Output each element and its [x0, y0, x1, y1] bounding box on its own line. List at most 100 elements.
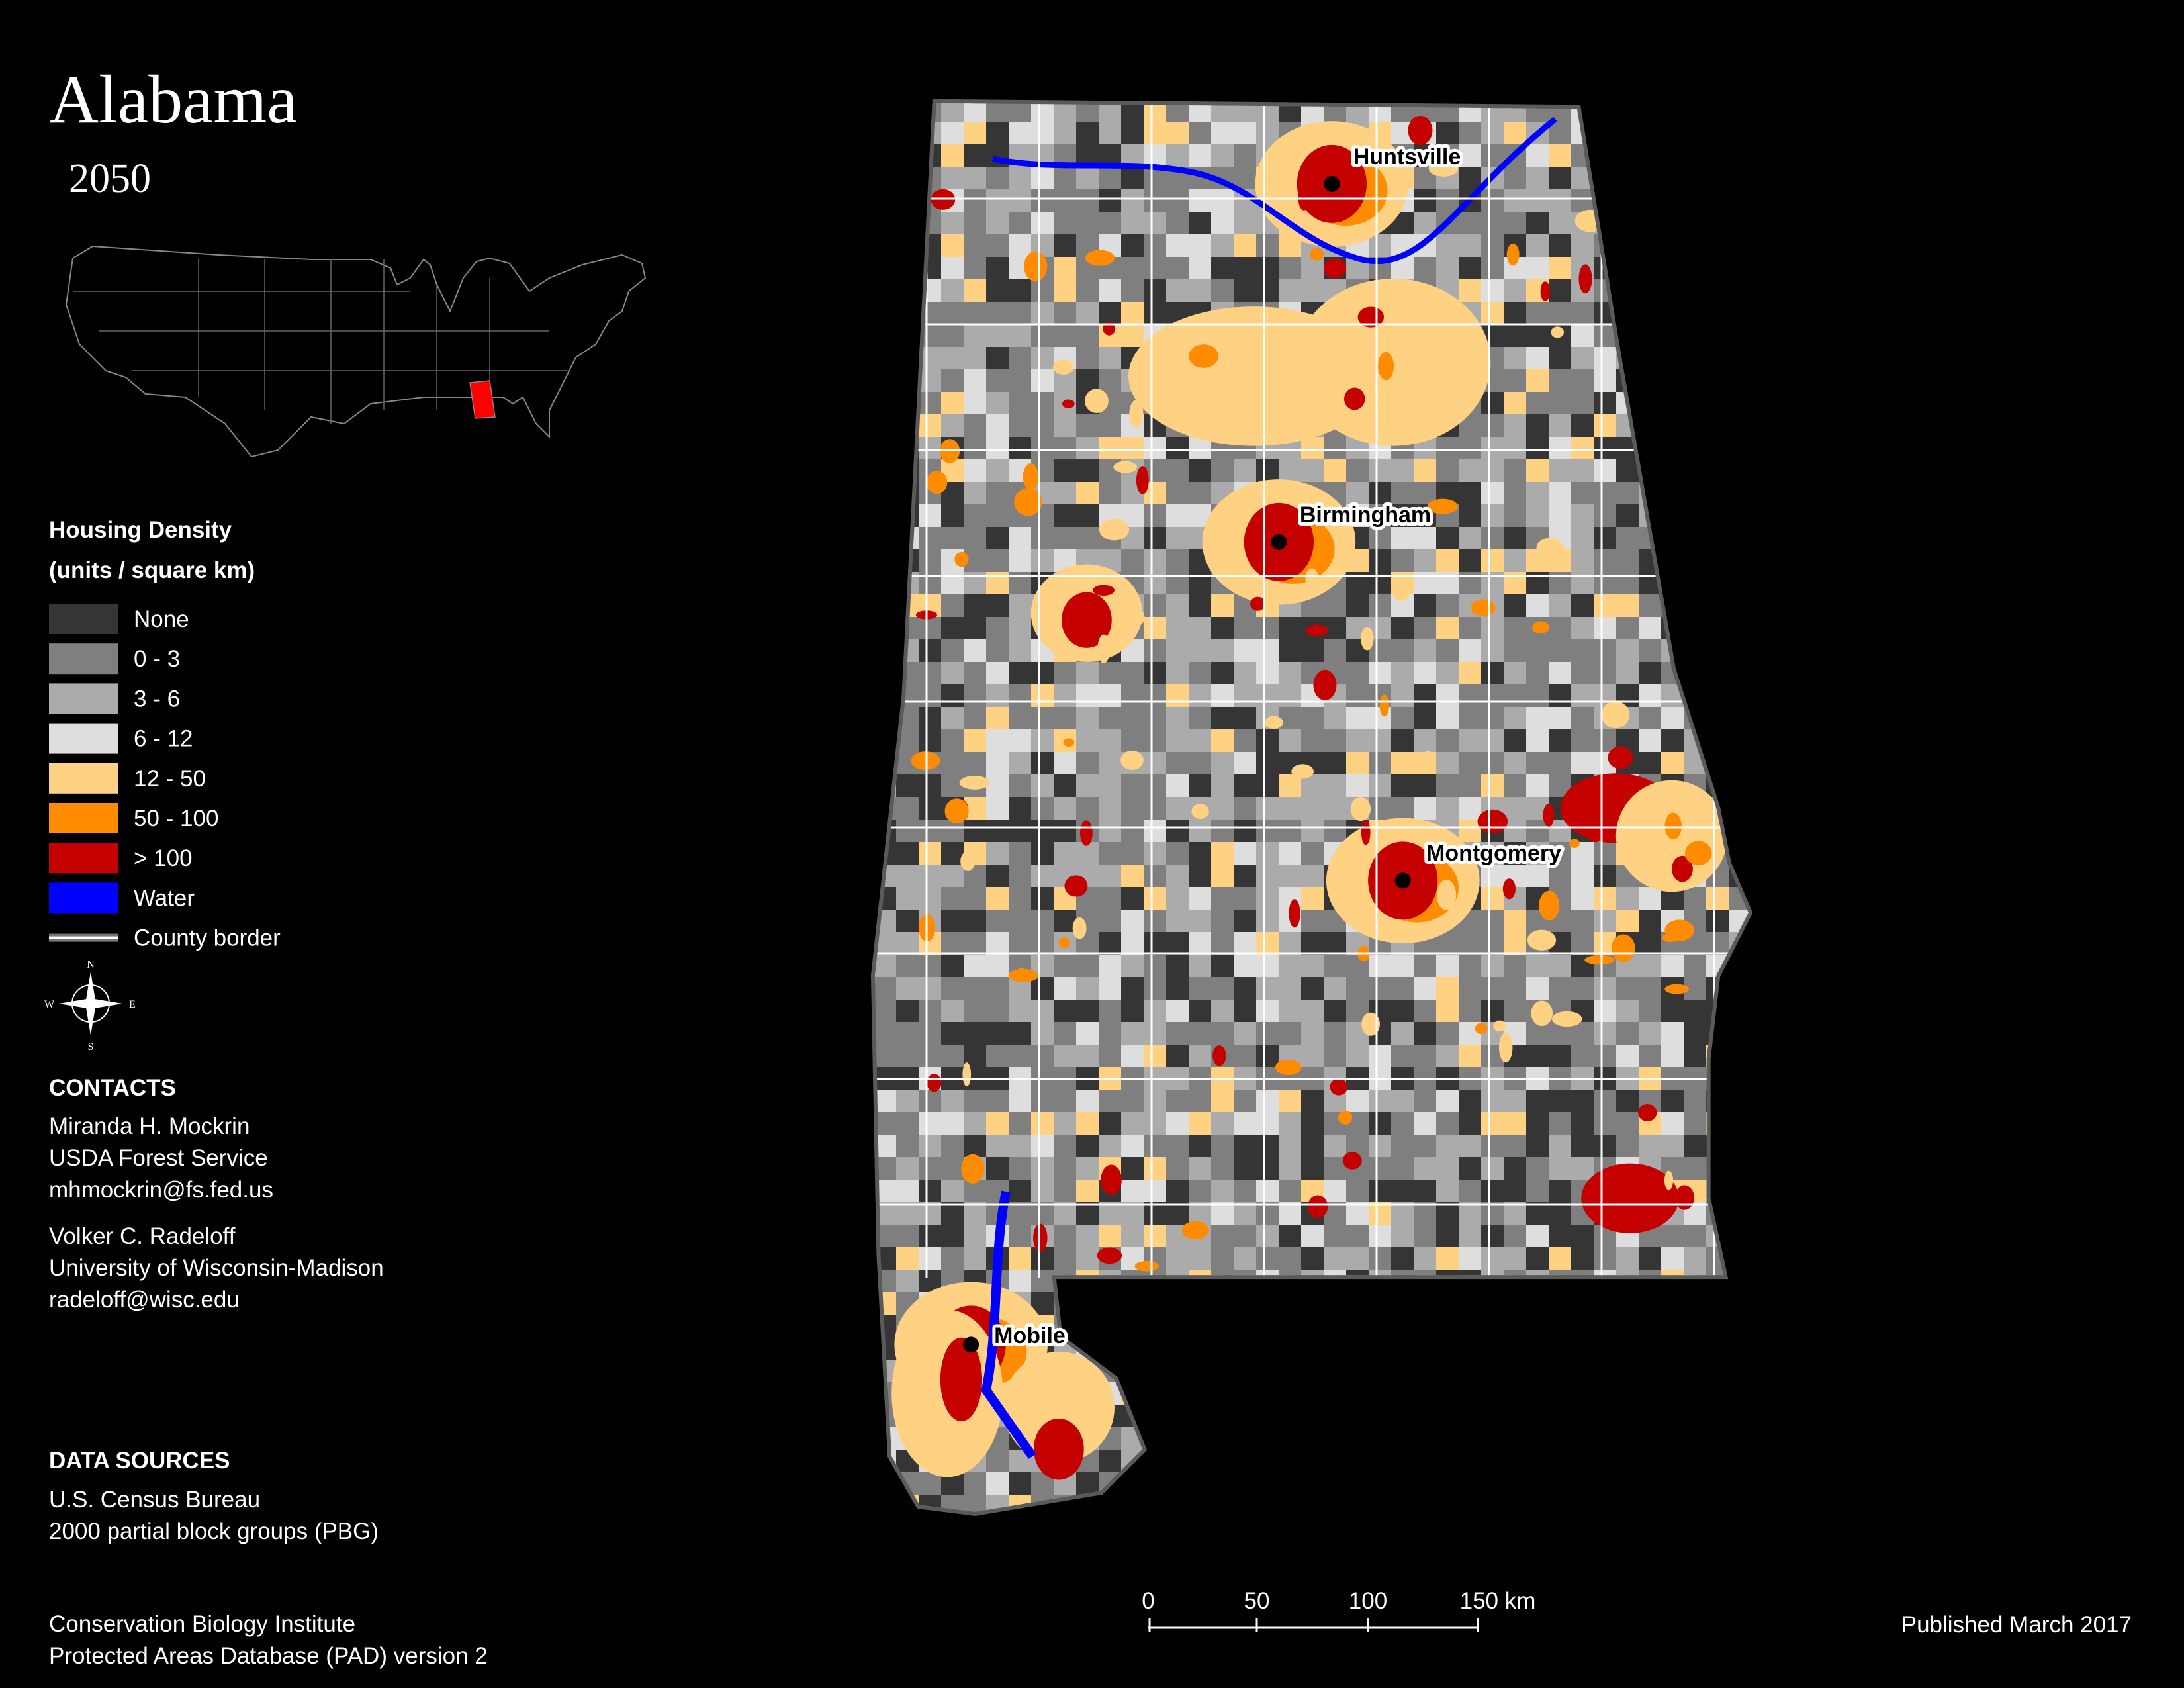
- density-patch: [1054, 459, 1079, 484]
- density-patch: [1436, 1360, 1463, 1391]
- density-patch: [1256, 1292, 1286, 1315]
- density-patch: [1121, 1360, 1145, 1393]
- contacts: Miranda H. Mockrin USDA Forest Service mhm…: [49, 1113, 384, 1313]
- density-patch: [1099, 932, 1124, 956]
- density-patch: [1076, 1495, 1105, 1512]
- density-patch: [1729, 459, 1749, 490]
- density-patch: [911, 751, 940, 770]
- density-patch: [1526, 1405, 1560, 1433]
- legend-label: 3 - 6: [134, 686, 180, 712]
- density-patch: [1706, 572, 1729, 602]
- density-patch: [1706, 482, 1741, 518]
- density-patch: [1063, 738, 1075, 747]
- density-patch: [1684, 324, 1709, 349]
- density-patch: [1121, 842, 1144, 867]
- density-patch: [1166, 1292, 1199, 1319]
- density-patch: [1594, 1000, 1619, 1025]
- density-patch: [1729, 797, 1749, 821]
- density-patch: [1144, 1405, 1174, 1438]
- density-patch: [1729, 820, 1749, 846]
- density-patch: [1189, 1450, 1220, 1476]
- density-patch: [1639, 1337, 1668, 1362]
- density-patch: [1751, 1450, 1787, 1472]
- density-patch: [1706, 662, 1736, 694]
- density-patch: [1256, 1382, 1279, 1417]
- density-patch: [1211, 212, 1238, 235]
- density-patch: [1684, 167, 1718, 191]
- density-patch: [1346, 1337, 1371, 1362]
- density-patch: [1526, 1427, 1558, 1450]
- density-patch: [1639, 279, 1673, 315]
- density-patch: [1144, 1450, 1167, 1474]
- density-patch: [1684, 459, 1718, 486]
- density-patch: [986, 1112, 1012, 1137]
- density-patch: [1072, 917, 1087, 939]
- density-patch: [1684, 369, 1710, 395]
- density-patch: [1346, 1450, 1380, 1484]
- density-patch: [1189, 1405, 1222, 1440]
- density-patch: [1616, 1360, 1647, 1384]
- density-patch: [1684, 189, 1708, 212]
- source-line: 2000 partial block groups (PBG): [49, 1519, 379, 1544]
- density-patch: [1571, 1360, 1602, 1389]
- density-patch: [1684, 279, 1709, 307]
- density-patch: [1729, 302, 1749, 327]
- density-patch: [1684, 437, 1712, 472]
- density-patch: [1549, 1517, 1576, 1544]
- density-patch: [1751, 234, 1782, 269]
- density-patch: [919, 1157, 945, 1182]
- density-patch: [1706, 1135, 1737, 1170]
- legend-swatch: [49, 683, 118, 714]
- density-patch: [1099, 1495, 1122, 1512]
- density-patch: [1601, 701, 1630, 729]
- density-patch: [986, 212, 1013, 239]
- density-patch: [1751, 459, 1784, 485]
- density-patch: [1076, 1022, 1102, 1049]
- density-patch: [1639, 1315, 1671, 1348]
- density-patch: [1031, 527, 1054, 551]
- density-patch: [1549, 1450, 1582, 1485]
- density-patch: [1121, 1045, 1148, 1068]
- density-patch: [1729, 1000, 1749, 1029]
- density-patch: [1391, 1517, 1427, 1551]
- legend: None 0 - 3 3 - 6 6 - 12 12 - 50 50 - 100 > 100…: [49, 604, 281, 951]
- density-patch: [927, 1074, 942, 1092]
- density-patch: [1189, 1360, 1223, 1391]
- density-patch: [1166, 1315, 1196, 1342]
- city-label: Birmingham: [1300, 502, 1431, 528]
- density-patch: [1751, 1180, 1784, 1205]
- density-patch: [1594, 1517, 1617, 1542]
- density-patch: [1526, 1090, 1553, 1115]
- density-patch: [896, 302, 920, 338]
- density-patch: [1191, 803, 1209, 820]
- density-patch: [1571, 1427, 1597, 1456]
- density-patch: [960, 851, 976, 871]
- source-line: U.S. Census Bureau: [49, 1487, 260, 1513]
- city-dot: [963, 1336, 979, 1353]
- density-patch: [1369, 1517, 1398, 1548]
- density-patch: [1706, 189, 1735, 224]
- density-patch: [1009, 1517, 1033, 1540]
- density-patch: [1594, 166, 1608, 181]
- density-patch: [1536, 538, 1564, 558]
- density-patch: [1324, 1517, 1348, 1553]
- density-patch: [1571, 1292, 1596, 1321]
- legend-swatch: [49, 803, 118, 833]
- density-patch: [919, 1495, 945, 1512]
- density-patch: [1661, 103, 1684, 129]
- contact-line: Miranda H. Mockrin: [49, 1113, 250, 1139]
- density-patch: [1729, 1180, 1749, 1207]
- density-patch: [1256, 1315, 1285, 1341]
- density-patch: [874, 684, 899, 713]
- density-patch: [1436, 1337, 1462, 1367]
- legend-label: 0 - 3: [134, 646, 180, 672]
- density-patch: [1459, 1405, 1484, 1428]
- density-patch: [1346, 1472, 1381, 1506]
- density-patch: [1616, 324, 1650, 348]
- density-patch: [1661, 1405, 1696, 1440]
- density-patch: [1414, 1450, 1444, 1473]
- density-patch: [1166, 1427, 1194, 1461]
- density-patch: [874, 392, 905, 422]
- density-patch: [1571, 977, 1594, 1001]
- density-patch: [1391, 1427, 1420, 1451]
